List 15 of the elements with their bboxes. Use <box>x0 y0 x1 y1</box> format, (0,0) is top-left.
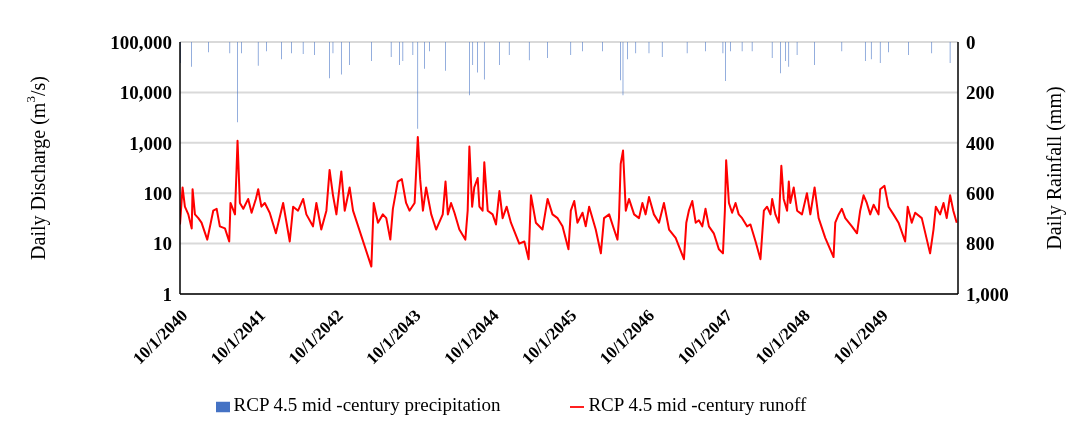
y2-tick-label: 600 <box>966 182 995 204</box>
y-tick-label: 100,000 <box>110 31 172 53</box>
y2-axis-title: Daily Rainfall (mm) <box>1042 86 1066 250</box>
legend-label: RCP 4.5 mid -century runoff <box>588 394 807 415</box>
y-tick-label: 1,000 <box>129 132 172 154</box>
y-tick-label: 10,000 <box>119 82 172 104</box>
y2-tick-label: 0 <box>966 31 976 53</box>
y2-tick-label: 200 <box>966 82 995 104</box>
y-tick-label: 100 <box>143 182 172 204</box>
y-tick-label: 1 <box>162 283 172 305</box>
y2-tick-label: 1,000 <box>966 283 1009 305</box>
y2-tick-label: 800 <box>966 233 995 255</box>
y2-tick-label: 400 <box>966 132 995 154</box>
y-tick-label: 10 <box>153 233 172 255</box>
legend-label: RCP 4.5 mid -century precipitation <box>233 394 501 415</box>
